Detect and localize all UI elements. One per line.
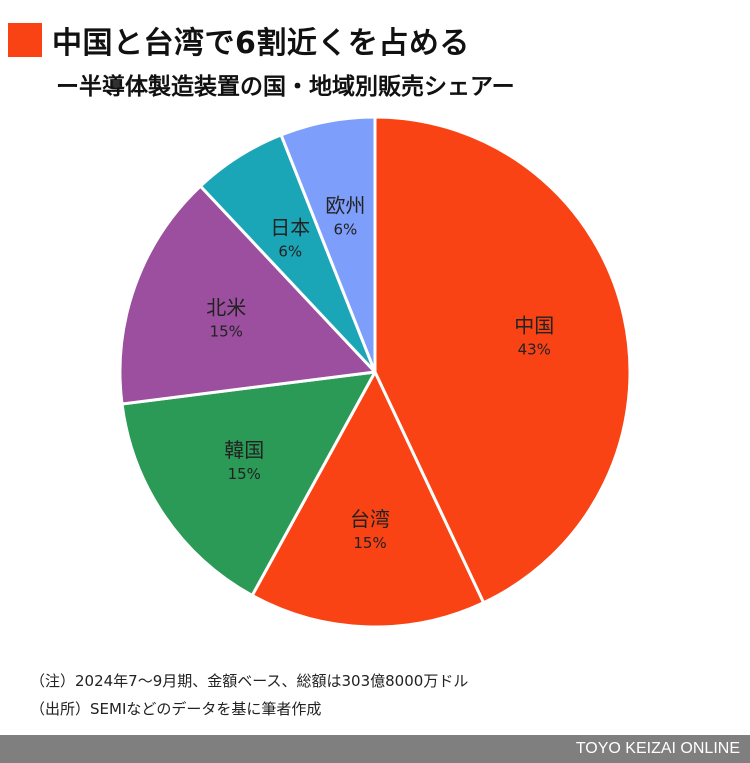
- pie-slice-2: [250, 370, 486, 629]
- slice-value-label: 15%: [353, 534, 386, 552]
- pie-slice-3: [120, 370, 377, 597]
- slice-label: 欧州: [325, 194, 365, 218]
- title-accent-square: [8, 23, 42, 57]
- slice-value-label: 43%: [518, 340, 551, 358]
- pie-slice-1: [373, 115, 632, 605]
- pie-slice-6: [279, 115, 377, 374]
- title-row: 中国と台湾で6割近くを占める: [8, 20, 470, 61]
- slice-label: 韓国: [224, 438, 264, 462]
- slice-value-label: 6%: [333, 221, 357, 239]
- chart-title: 中国と台湾で6割近くを占める: [52, 26, 470, 61]
- slice-label: 台湾: [350, 507, 390, 531]
- slice-label: 日本: [270, 216, 310, 240]
- footer-brand: TOYO KEIZAI ONLINE: [575, 740, 740, 757]
- slice-label: 北米: [206, 295, 246, 319]
- pie-slice-4: [118, 184, 377, 406]
- note-text: （注）2024年7〜9月期、金額ベース、総額は303億8000万ドル: [30, 672, 469, 690]
- chart-subtitle: ー半導体製造装置の国・地域別販売シェアー: [56, 74, 515, 100]
- slice-value-label: 6%: [278, 243, 302, 261]
- source-text: （出所）SEMIなどのデータを基に筆者作成: [30, 700, 322, 718]
- slice-label: 中国: [514, 313, 554, 337]
- footer-bar: TOYO KEIZAI ONLINE: [0, 735, 750, 763]
- slice-value-label: 15%: [228, 465, 261, 483]
- slice-value-label: 15%: [210, 322, 243, 340]
